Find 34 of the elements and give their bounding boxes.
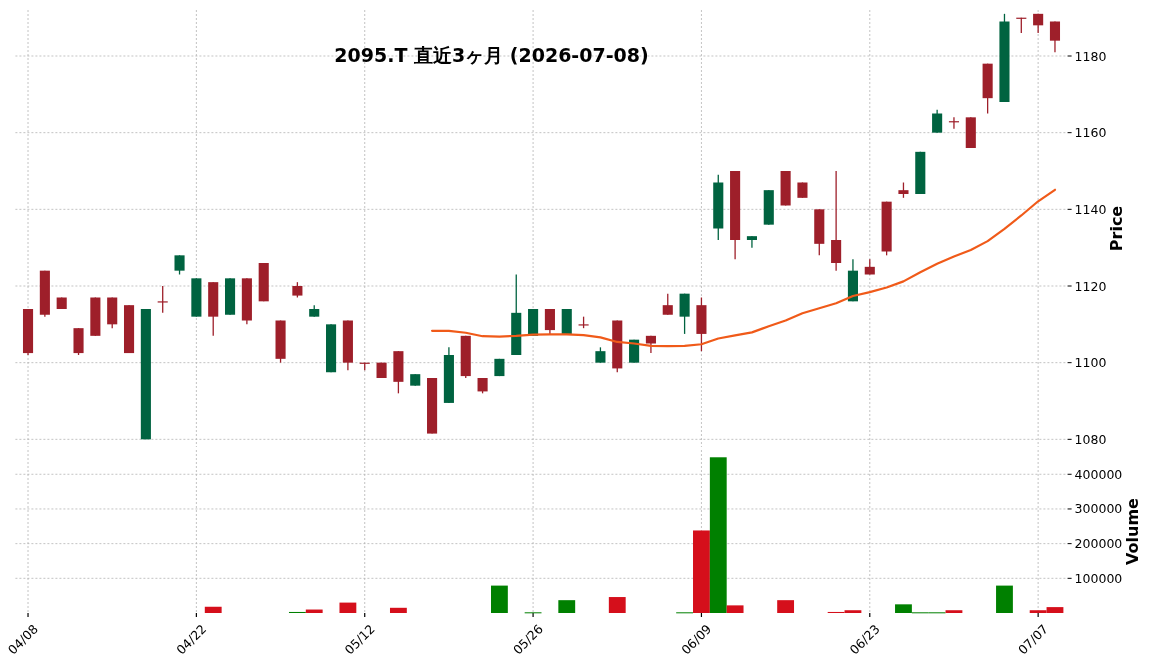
bar	[339, 602, 357, 613]
y-tick-label: 1180	[1074, 48, 1107, 64]
bar	[945, 610, 963, 613]
y-tick-label: 100000	[1074, 570, 1123, 586]
bar	[608, 597, 626, 613]
y-tick-label: 400000	[1074, 466, 1123, 482]
candlestick	[662, 293, 673, 316]
y-tick-label: 1140	[1074, 201, 1107, 217]
bar	[389, 607, 407, 613]
bar	[777, 600, 795, 613]
text: 2095.T 直近3ヶ月 (2026-07-08)	[334, 44, 649, 66]
candlestick	[679, 293, 690, 335]
candlestick	[831, 170, 842, 272]
y-tick-label: 1120	[1074, 278, 1107, 294]
y-tick-label: 1160	[1074, 125, 1107, 141]
candlestick	[174, 254, 185, 276]
bar	[204, 606, 222, 613]
bar	[726, 605, 744, 613]
y-tick-label: 300000	[1074, 501, 1123, 517]
y-axis-title: Price	[1107, 205, 1127, 252]
y-tick-label: 200000	[1074, 536, 1123, 552]
candlestick	[1049, 20, 1061, 53]
bar	[996, 585, 1013, 613]
bar	[490, 585, 508, 613]
candlestick	[932, 109, 943, 134]
candlestick	[157, 285, 168, 314]
candlestick	[544, 308, 555, 335]
bar	[693, 530, 710, 613]
y-tick-label: 1100	[1074, 355, 1107, 371]
bar	[709, 457, 727, 613]
y-axis-title: Volume	[1123, 497, 1143, 565]
candlestick	[746, 235, 757, 249]
y-tick-label: 1080	[1074, 431, 1107, 447]
bar	[558, 600, 576, 613]
